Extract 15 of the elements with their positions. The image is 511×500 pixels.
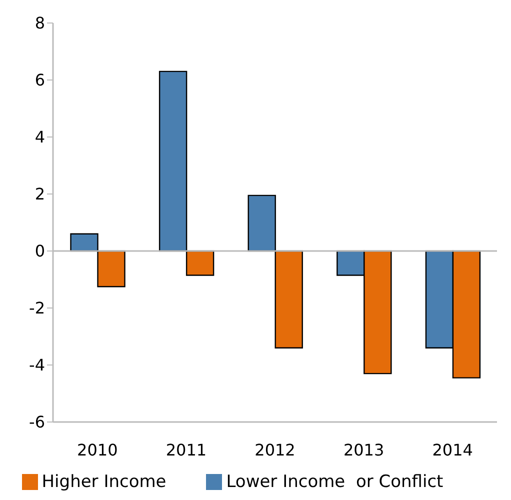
y-tick-label: 0 bbox=[34, 242, 45, 261]
y-tick-label: -2 bbox=[29, 298, 45, 318]
x-tick-label: 2012 bbox=[254, 440, 296, 460]
legend-label: Lower Income or Conflict bbox=[226, 472, 444, 492]
x-tick-label: 2010 bbox=[77, 440, 118, 460]
y-tick-label: 8 bbox=[34, 14, 45, 33]
y-tick-label: -6 bbox=[29, 412, 45, 432]
x-tick-label: 2011 bbox=[166, 440, 207, 460]
legend-label: Higher Income bbox=[42, 472, 166, 492]
x-tick-label: 2013 bbox=[343, 440, 384, 460]
y-tick-label: 6 bbox=[34, 70, 45, 90]
y-tick-label: -4 bbox=[29, 356, 45, 375]
y-tick-label: 4 bbox=[34, 128, 45, 147]
x-tick-label: 2014 bbox=[432, 440, 473, 460]
y-tick-label: 2 bbox=[34, 184, 45, 204]
